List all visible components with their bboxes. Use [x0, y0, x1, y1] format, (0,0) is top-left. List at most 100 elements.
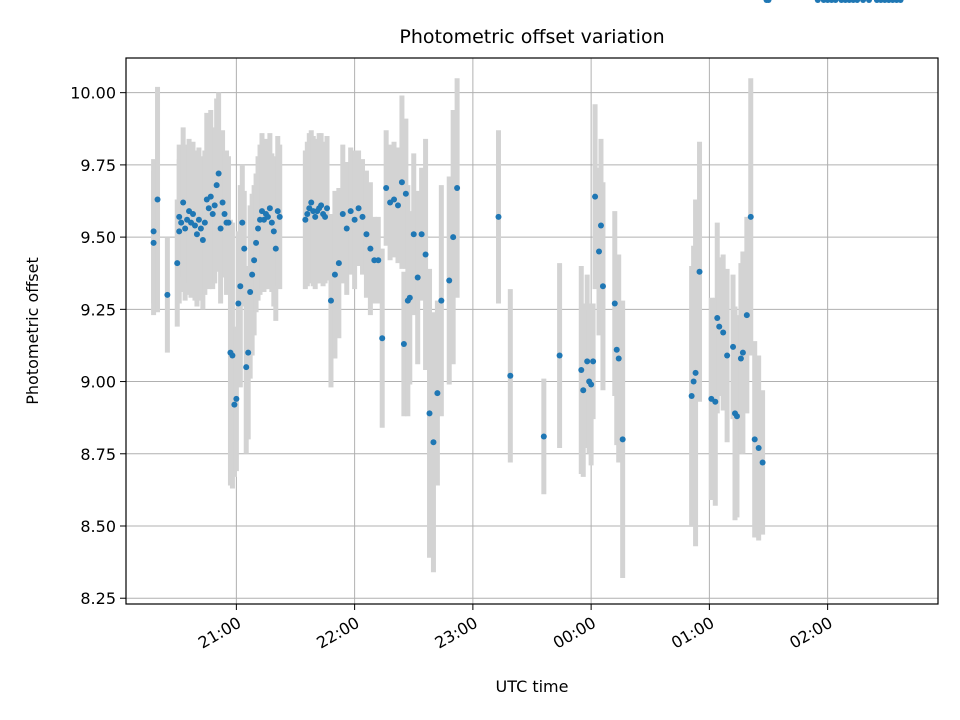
data-point [714, 315, 721, 321]
data-point [426, 410, 433, 417]
data-point [450, 234, 457, 241]
x-tick-label: 02:00 [786, 613, 835, 653]
data-point [221, 211, 228, 217]
y-tick-label: 9.00 [80, 373, 116, 392]
errorbars [151, 78, 766, 578]
data-point [191, 222, 198, 229]
data-point [150, 228, 157, 235]
plot-frame [125, 57, 939, 605]
data-point [383, 185, 390, 191]
data-point [322, 213, 329, 220]
data-point [578, 367, 585, 373]
data-point [205, 205, 212, 212]
data-point [351, 216, 358, 223]
data-point [197, 225, 204, 232]
data-point [737, 355, 744, 362]
data-point [422, 251, 429, 258]
data-point [176, 213, 183, 220]
data-point [201, 219, 208, 226]
data-point [182, 225, 189, 232]
data-point [207, 193, 214, 200]
data-point [312, 213, 319, 220]
data-point [692, 369, 699, 376]
data-point [733, 413, 740, 420]
data-point [724, 352, 731, 359]
data-point [363, 231, 370, 238]
data-point [199, 237, 206, 243]
data-point [592, 193, 599, 200]
data-point [410, 231, 417, 238]
data-point [730, 343, 737, 350]
data-point [233, 395, 240, 402]
x-tick-label: 21:00 [195, 613, 244, 653]
data-point [540, 433, 547, 440]
data-point [438, 297, 445, 304]
data-point [696, 268, 703, 275]
data-point [619, 436, 626, 443]
data-point [414, 274, 421, 281]
data-point [765, 0, 772, 3]
data-point [229, 352, 236, 359]
data-point [217, 225, 224, 232]
data-point [343, 225, 350, 232]
data-point [213, 182, 220, 189]
data-point [814, 0, 821, 3]
data-point [611, 300, 618, 307]
data-point [324, 205, 331, 212]
data-point [264, 213, 271, 220]
data-point [430, 439, 437, 446]
data-point [596, 248, 603, 255]
data-point [854, 0, 861, 3]
data-point [739, 349, 746, 356]
data-point [743, 312, 750, 319]
data-point [866, 0, 873, 3]
data-point [266, 205, 273, 212]
data-point [193, 231, 200, 238]
data-point [400, 341, 407, 347]
data-point [599, 283, 606, 290]
data-point [556, 352, 563, 359]
y-tick-label: 9.50 [80, 228, 116, 247]
data-point [247, 289, 254, 295]
data-point [690, 378, 697, 385]
data-point [394, 202, 401, 209]
data-point [751, 436, 758, 443]
x-tick-label: 01:00 [668, 613, 717, 653]
data-point [225, 219, 232, 226]
data-point [241, 245, 248, 252]
data-point [339, 211, 346, 217]
data-point [195, 216, 202, 223]
y-tick-label: 8.75 [80, 445, 116, 464]
data-point [150, 239, 157, 246]
data-point [209, 211, 216, 217]
data-point [402, 190, 409, 197]
x-axis-label: UTC time [496, 677, 569, 696]
data-point [243, 364, 250, 371]
data-point [270, 228, 277, 235]
data-point [588, 381, 595, 388]
data-point [249, 271, 256, 278]
data-point [406, 294, 413, 301]
data-point [398, 179, 405, 186]
data-point [253, 239, 260, 246]
data-point [580, 387, 587, 394]
data-point [178, 219, 185, 226]
data-point [747, 213, 754, 220]
data-point [688, 393, 695, 399]
data-point [231, 401, 238, 408]
data-point [215, 170, 222, 177]
data-point [590, 358, 597, 365]
data-point [318, 202, 325, 209]
data-point [434, 390, 441, 397]
data-point [860, 0, 867, 3]
y-tick-label: 10.00 [70, 84, 116, 103]
data-point [507, 372, 514, 379]
data-point [391, 196, 398, 203]
data-point [379, 335, 386, 342]
data-point [331, 271, 338, 278]
data-point [255, 225, 262, 232]
x-tick-label: 23:00 [431, 613, 480, 653]
data-point [302, 216, 309, 223]
data-point [219, 199, 226, 206]
